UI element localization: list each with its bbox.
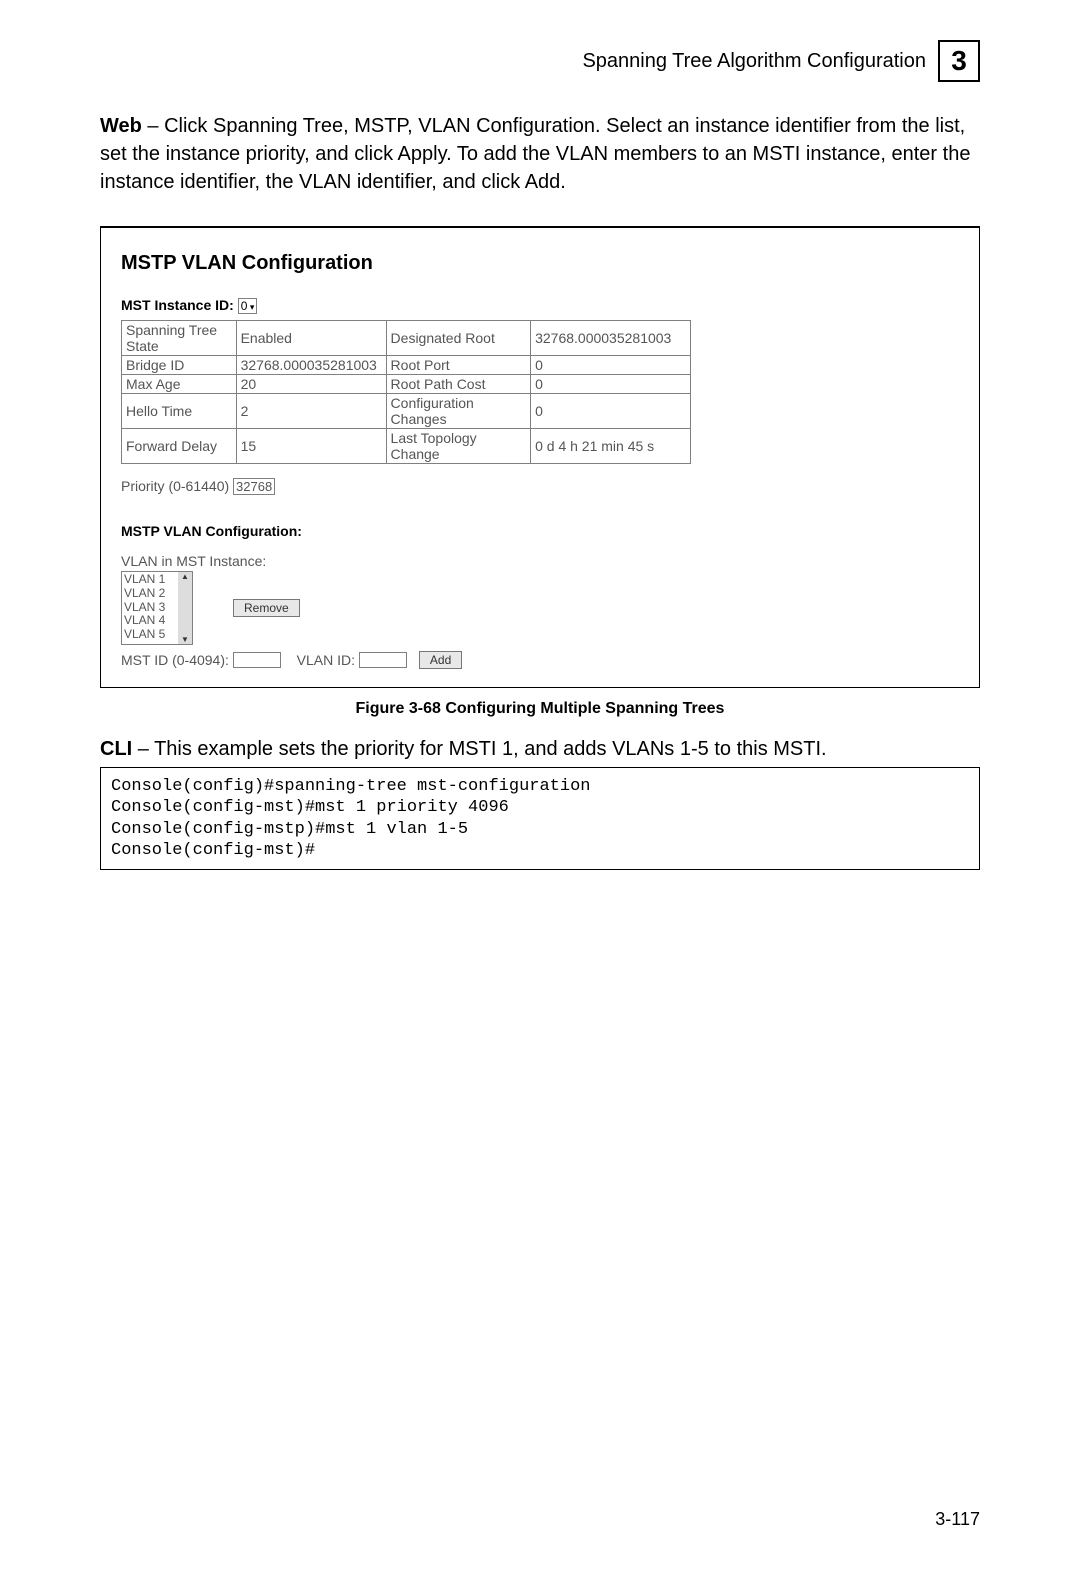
mst-id-select[interactable]: 0	[238, 298, 258, 314]
vlanid-label: VLAN ID:	[297, 652, 355, 668]
figure-caption: Figure 3-68 Configuring Multiple Spannin…	[100, 700, 980, 718]
sub-title: MSTP VLAN Configuration:	[121, 523, 959, 539]
intro-paragraph: Web – Click Spanning Tree, MSTP, VLAN Co…	[100, 112, 980, 196]
cell: 32768.000035281003	[531, 321, 691, 356]
cell: 0	[531, 394, 691, 429]
intro-lead: Web	[100, 115, 142, 137]
cell: Bridge ID	[122, 356, 237, 375]
cell: Last Topology Change	[386, 429, 531, 464]
scroll-up-icon[interactable]: ▲	[181, 572, 189, 581]
cell: 0	[531, 356, 691, 375]
cell: 0	[531, 375, 691, 394]
mstid-input[interactable]	[233, 652, 281, 668]
cli-code-block: Console(config)#spanning-tree mst-config…	[100, 767, 980, 870]
cell: Root Port	[386, 356, 531, 375]
intro-rest: – Click Spanning Tree, MSTP, VLAN Config…	[100, 115, 970, 193]
cell: Designated Root	[386, 321, 531, 356]
vlan-list-label: VLAN in MST Instance:	[121, 553, 959, 569]
mstp-config-panel: MSTP VLAN Configuration MST Instance ID:…	[100, 226, 980, 688]
chapter-number: 3	[951, 45, 967, 77]
cell: 2	[236, 394, 386, 429]
scrollbar[interactable]: ▲ ▼	[178, 572, 192, 644]
add-button[interactable]: Add	[419, 651, 462, 669]
page-number: 3-117	[935, 1509, 980, 1530]
table-row: Hello Time 2 Configuration Changes 0	[122, 394, 691, 429]
page: Spanning Tree Algorithm Configuration 3 …	[0, 0, 1080, 1570]
cell: 15	[236, 429, 386, 464]
cell: Spanning Tree State	[122, 321, 237, 356]
page-header: Spanning Tree Algorithm Configuration 3	[100, 40, 980, 82]
table-row: Bridge ID 32768.000035281003 Root Port 0	[122, 356, 691, 375]
cli-lead: CLI	[100, 738, 132, 760]
table-row: Max Age 20 Root Path Cost 0	[122, 375, 691, 394]
vlan-list[interactable]: VLAN 1 VLAN 2 VLAN 3 VLAN 4 VLAN 5 ▲ ▼	[121, 571, 193, 645]
scroll-down-icon[interactable]: ▼	[181, 635, 189, 644]
cell: Root Path Cost	[386, 375, 531, 394]
cell: Configuration Changes	[386, 394, 531, 429]
priority-row: Priority (0-61440) 32768	[121, 478, 959, 495]
cli-rest: – This example sets the priority for MST…	[132, 738, 826, 760]
vlanid-input[interactable]	[359, 652, 407, 668]
mstid-label: MST ID (0-4094):	[121, 652, 229, 668]
remove-button[interactable]: Remove	[233, 599, 300, 617]
cell: Enabled	[236, 321, 386, 356]
cell: Hello Time	[122, 394, 237, 429]
mst-instance-id-row: MST Instance ID: 0	[121, 297, 959, 314]
chapter-badge: 3	[938, 40, 980, 82]
vlan-row: VLAN 1 VLAN 2 VLAN 3 VLAN 4 VLAN 5 ▲ ▼ R…	[121, 571, 959, 645]
table-row: Spanning Tree State Enabled Designated R…	[122, 321, 691, 356]
panel-title: MSTP VLAN Configuration	[121, 252, 959, 275]
table-row: Forward Delay 15 Last Topology Change 0 …	[122, 429, 691, 464]
cell: 32768.000035281003	[236, 356, 386, 375]
cell: Forward Delay	[122, 429, 237, 464]
priority-input[interactable]: 32768	[233, 478, 275, 495]
priority-label: Priority (0-61440)	[121, 478, 229, 494]
mst-id-label: MST Instance ID:	[121, 297, 234, 313]
cell: 0 d 4 h 21 min 45 s	[531, 429, 691, 464]
cell: 20	[236, 375, 386, 394]
cli-paragraph: CLI – This example sets the priority for…	[100, 738, 980, 761]
header-title: Spanning Tree Algorithm Configuration	[582, 50, 926, 73]
add-row: MST ID (0-4094): VLAN ID: Add	[121, 651, 959, 669]
cell: Max Age	[122, 375, 237, 394]
status-table: Spanning Tree State Enabled Designated R…	[121, 320, 691, 464]
